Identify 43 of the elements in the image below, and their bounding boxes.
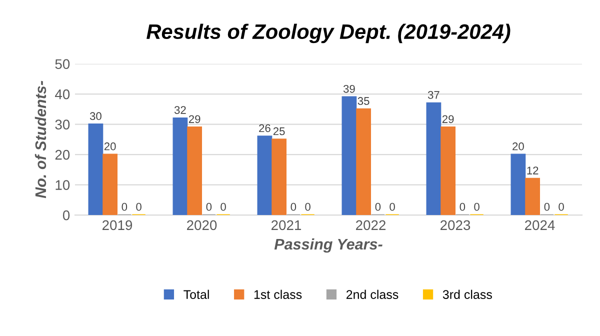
data-label: 32 bbox=[174, 106, 186, 114]
data-label: 39 bbox=[343, 84, 355, 93]
data-label: 0 bbox=[206, 202, 212, 211]
y-tick-label: 20 bbox=[55, 150, 70, 160]
data-label: 20 bbox=[104, 142, 116, 150]
y-tick-label: 50 bbox=[55, 59, 70, 70]
x-axis-title: Passing Years- bbox=[274, 238, 382, 253]
data-label: 0 bbox=[558, 202, 564, 211]
x-tick-label: 2023 bbox=[440, 220, 470, 230]
data-label: 0 bbox=[290, 202, 296, 211]
data-label: 0 bbox=[544, 202, 550, 211]
legend-label: Total bbox=[184, 290, 209, 299]
data-label: 0 bbox=[460, 202, 466, 211]
data-label: 35 bbox=[358, 97, 370, 105]
legend-label: 2nd class bbox=[346, 290, 398, 299]
y-tick-label: 10 bbox=[56, 180, 70, 190]
data-label: 12 bbox=[527, 166, 538, 174]
x-tick-label: 2020 bbox=[187, 220, 217, 230]
data-label: 0 bbox=[474, 202, 480, 211]
data-label: 29 bbox=[442, 115, 454, 124]
x-tick-label: 2021 bbox=[272, 220, 302, 230]
x-tick-label: 2019 bbox=[102, 220, 132, 230]
data-label: 26 bbox=[259, 124, 270, 132]
y-axis-title: No. of Students- bbox=[34, 80, 46, 198]
data-label: 0 bbox=[305, 202, 310, 211]
data-label: 25 bbox=[273, 127, 285, 136]
data-label: 30 bbox=[90, 112, 102, 120]
legend-label: 1st class bbox=[254, 290, 302, 299]
y-tick-label: 40 bbox=[55, 89, 70, 100]
data-label: 29 bbox=[188, 115, 200, 124]
data-label: 0 bbox=[375, 202, 381, 211]
legend-label: 3rd class bbox=[442, 290, 492, 299]
x-tick-label: 2024 bbox=[525, 220, 555, 230]
y-tick-label: 30 bbox=[55, 120, 70, 130]
data-label: 0 bbox=[122, 202, 128, 211]
chart-title: Results of Zoology Dept. (2019-2024) bbox=[146, 24, 510, 44]
data-label: 0 bbox=[136, 202, 142, 211]
data-label: 20 bbox=[512, 142, 524, 150]
y-tick-label: 0 bbox=[62, 210, 70, 220]
data-label: 0 bbox=[220, 202, 226, 211]
data-label: 37 bbox=[428, 91, 440, 99]
data-label: 0 bbox=[390, 202, 395, 211]
x-tick-label: 2022 bbox=[356, 220, 386, 230]
